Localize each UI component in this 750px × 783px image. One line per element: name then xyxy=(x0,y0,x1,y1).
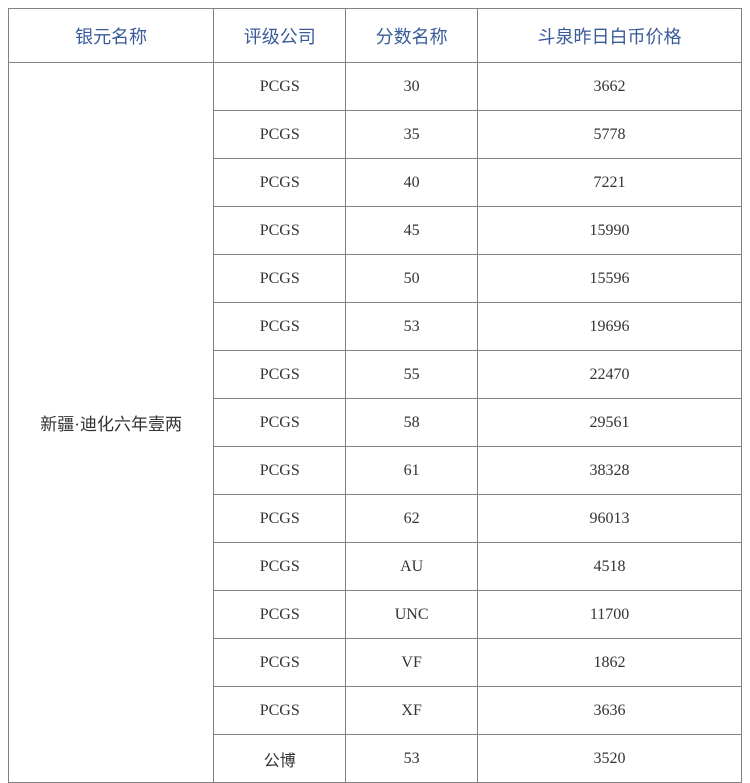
score-cell: UNC xyxy=(346,591,478,639)
score-cell: 40 xyxy=(346,159,478,207)
score-cell: 53 xyxy=(346,303,478,351)
price-cell: 5778 xyxy=(478,111,742,159)
price-cell: 7221 xyxy=(478,159,742,207)
score-cell: 53 xyxy=(346,735,478,783)
header-company: 评级公司 xyxy=(214,9,346,63)
price-cell: 3636 xyxy=(478,687,742,735)
score-cell: 30 xyxy=(346,63,478,111)
score-cell: VF xyxy=(346,639,478,687)
company-cell: PCGS xyxy=(214,159,346,207)
company-cell: PCGS xyxy=(214,543,346,591)
score-cell: XF xyxy=(346,687,478,735)
price-cell: 22470 xyxy=(478,351,742,399)
company-cell: PCGS xyxy=(214,639,346,687)
company-cell: PCGS xyxy=(214,399,346,447)
score-cell: AU xyxy=(346,543,478,591)
coin-name-cell: 新疆·迪化六年壹两 xyxy=(9,63,214,783)
price-cell: 96013 xyxy=(478,495,742,543)
header-price: 斗泉昨日白币价格 xyxy=(478,9,742,63)
company-cell: 公博 xyxy=(214,735,346,783)
company-cell: PCGS xyxy=(214,207,346,255)
company-cell: PCGS xyxy=(214,591,346,639)
company-cell: PCGS xyxy=(214,351,346,399)
company-cell: PCGS xyxy=(214,111,346,159)
company-cell: PCGS xyxy=(214,255,346,303)
price-cell: 19696 xyxy=(478,303,742,351)
price-cell: 3662 xyxy=(478,63,742,111)
price-cell: 3520 xyxy=(478,735,742,783)
price-cell: 29561 xyxy=(478,399,742,447)
score-cell: 35 xyxy=(346,111,478,159)
company-cell: PCGS xyxy=(214,495,346,543)
table-row: 新疆·迪化六年壹两 PCGS 30 3662 xyxy=(9,63,742,111)
score-cell: 61 xyxy=(346,447,478,495)
price-cell: 15990 xyxy=(478,207,742,255)
score-cell: 55 xyxy=(346,351,478,399)
score-cell: 50 xyxy=(346,255,478,303)
score-cell: 45 xyxy=(346,207,478,255)
score-cell: 58 xyxy=(346,399,478,447)
score-cell: 62 xyxy=(346,495,478,543)
header-score: 分数名称 xyxy=(346,9,478,63)
company-cell: PCGS xyxy=(214,303,346,351)
company-cell: PCGS xyxy=(214,687,346,735)
price-cell: 1862 xyxy=(478,639,742,687)
header-coin-name: 银元名称 xyxy=(9,9,214,63)
price-table: 银元名称 评级公司 分数名称 斗泉昨日白币价格 新疆·迪化六年壹两 PCGS 3… xyxy=(8,8,742,783)
company-cell: PCGS xyxy=(214,63,346,111)
company-cell: PCGS xyxy=(214,447,346,495)
header-row: 银元名称 评级公司 分数名称 斗泉昨日白币价格 xyxy=(9,9,742,63)
price-cell: 38328 xyxy=(478,447,742,495)
price-cell: 11700 xyxy=(478,591,742,639)
price-cell: 15596 xyxy=(478,255,742,303)
price-cell: 4518 xyxy=(478,543,742,591)
